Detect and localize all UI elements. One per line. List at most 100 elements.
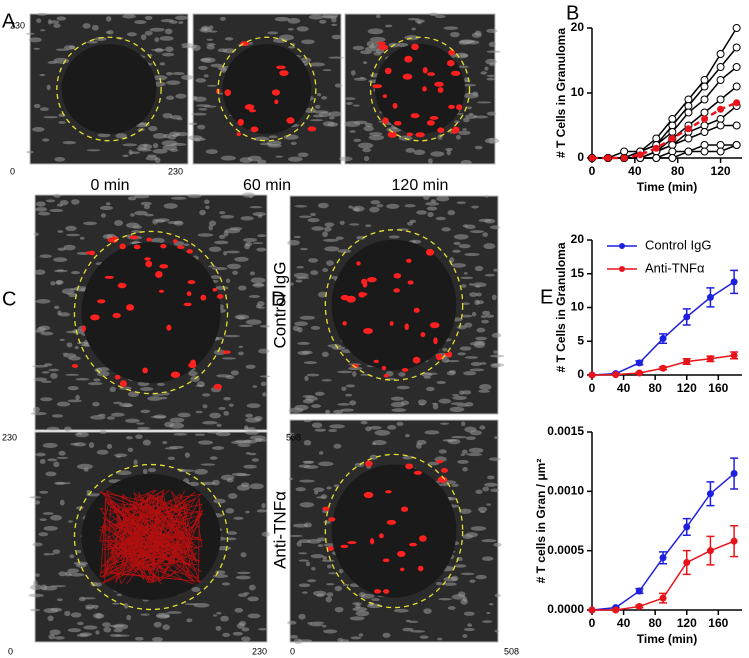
texture: [134, 636, 144, 641]
texture: [41, 371, 50, 374]
texture: [474, 265, 484, 272]
texture: [134, 210, 148, 216]
texture: [75, 432, 89, 438]
texture: [194, 468, 208, 475]
texture: [304, 107, 317, 113]
texture: [220, 155, 236, 161]
texture: [243, 464, 257, 469]
texture: [43, 116, 59, 119]
texture: [56, 16, 67, 21]
cell: [129, 235, 139, 240]
texture: [164, 447, 178, 450]
texture: [345, 384, 356, 388]
point: [684, 108, 693, 117]
cell: [119, 243, 126, 250]
texture: [397, 42, 409, 48]
texture: [163, 392, 170, 396]
texture: [86, 40, 98, 44]
texture: [486, 612, 491, 615]
cell: [373, 589, 382, 594]
texture: [303, 439, 312, 446]
cell: [286, 117, 295, 124]
texture: [212, 614, 218, 617]
texture: [62, 352, 68, 355]
texture: [360, 50, 372, 55]
y-tick-label: 0: [577, 367, 584, 381]
cell: [187, 280, 196, 285]
texture: [56, 280, 64, 285]
caption: 120 min: [392, 177, 449, 194]
texture: [131, 230, 142, 233]
texture: [321, 379, 332, 382]
texture: [463, 371, 477, 376]
cell: [402, 73, 413, 80]
texture: [450, 402, 466, 406]
texture: [469, 230, 485, 233]
texture: [147, 467, 157, 473]
texture: [298, 552, 308, 555]
texture: [160, 19, 174, 23]
texture: [123, 404, 134, 408]
cell: [250, 126, 259, 133]
texture: [349, 130, 356, 133]
cell: [392, 102, 398, 109]
texture: [475, 574, 487, 580]
texture: [133, 459, 138, 466]
texture: [53, 461, 60, 468]
texture: [207, 431, 224, 434]
cell: [393, 273, 402, 279]
point: [588, 154, 596, 162]
texture: [127, 447, 134, 452]
texture: [40, 380, 52, 384]
texture: [457, 459, 469, 464]
texture: [461, 449, 468, 455]
cell: [369, 538, 375, 545]
texture: [404, 204, 416, 208]
texture: [310, 554, 324, 559]
texture: [162, 624, 170, 631]
texture: [35, 299, 51, 304]
texture: [334, 585, 343, 592]
axis-label: 0: [290, 646, 295, 656]
texture: [289, 534, 303, 537]
texture: [93, 378, 101, 382]
point: [620, 147, 629, 156]
y-tick-label: 0: [577, 150, 584, 164]
texture: [362, 147, 372, 153]
point: [730, 537, 738, 545]
cell: [117, 282, 127, 289]
texture: [462, 128, 467, 131]
texture: [247, 613, 261, 619]
texture: [144, 213, 154, 217]
texture: [429, 12, 438, 17]
texture: [65, 225, 77, 231]
texture: [317, 202, 329, 209]
texture: [310, 270, 319, 276]
cell: [429, 322, 440, 329]
texture: [105, 31, 111, 34]
cell: [133, 244, 141, 250]
texture: [447, 606, 456, 610]
texture: [56, 598, 63, 602]
texture: [446, 371, 456, 376]
texture: [301, 591, 308, 594]
texture: [322, 121, 335, 127]
texture: [460, 160, 472, 165]
texture: [53, 23, 61, 29]
texture: [204, 199, 210, 205]
texture: [462, 466, 468, 472]
texture: [154, 37, 160, 43]
cell: [372, 84, 383, 89]
cell: [389, 321, 394, 326]
texture: [482, 232, 488, 238]
x-tick-label: 120: [711, 164, 731, 178]
texture: [125, 436, 133, 440]
texture: [350, 636, 362, 640]
track: [128, 490, 197, 564]
legend-marker: [619, 243, 625, 249]
texture: [76, 563, 87, 568]
texture: [145, 156, 159, 161]
texture: [238, 345, 244, 348]
texture: [297, 152, 309, 157]
point: [706, 547, 714, 555]
